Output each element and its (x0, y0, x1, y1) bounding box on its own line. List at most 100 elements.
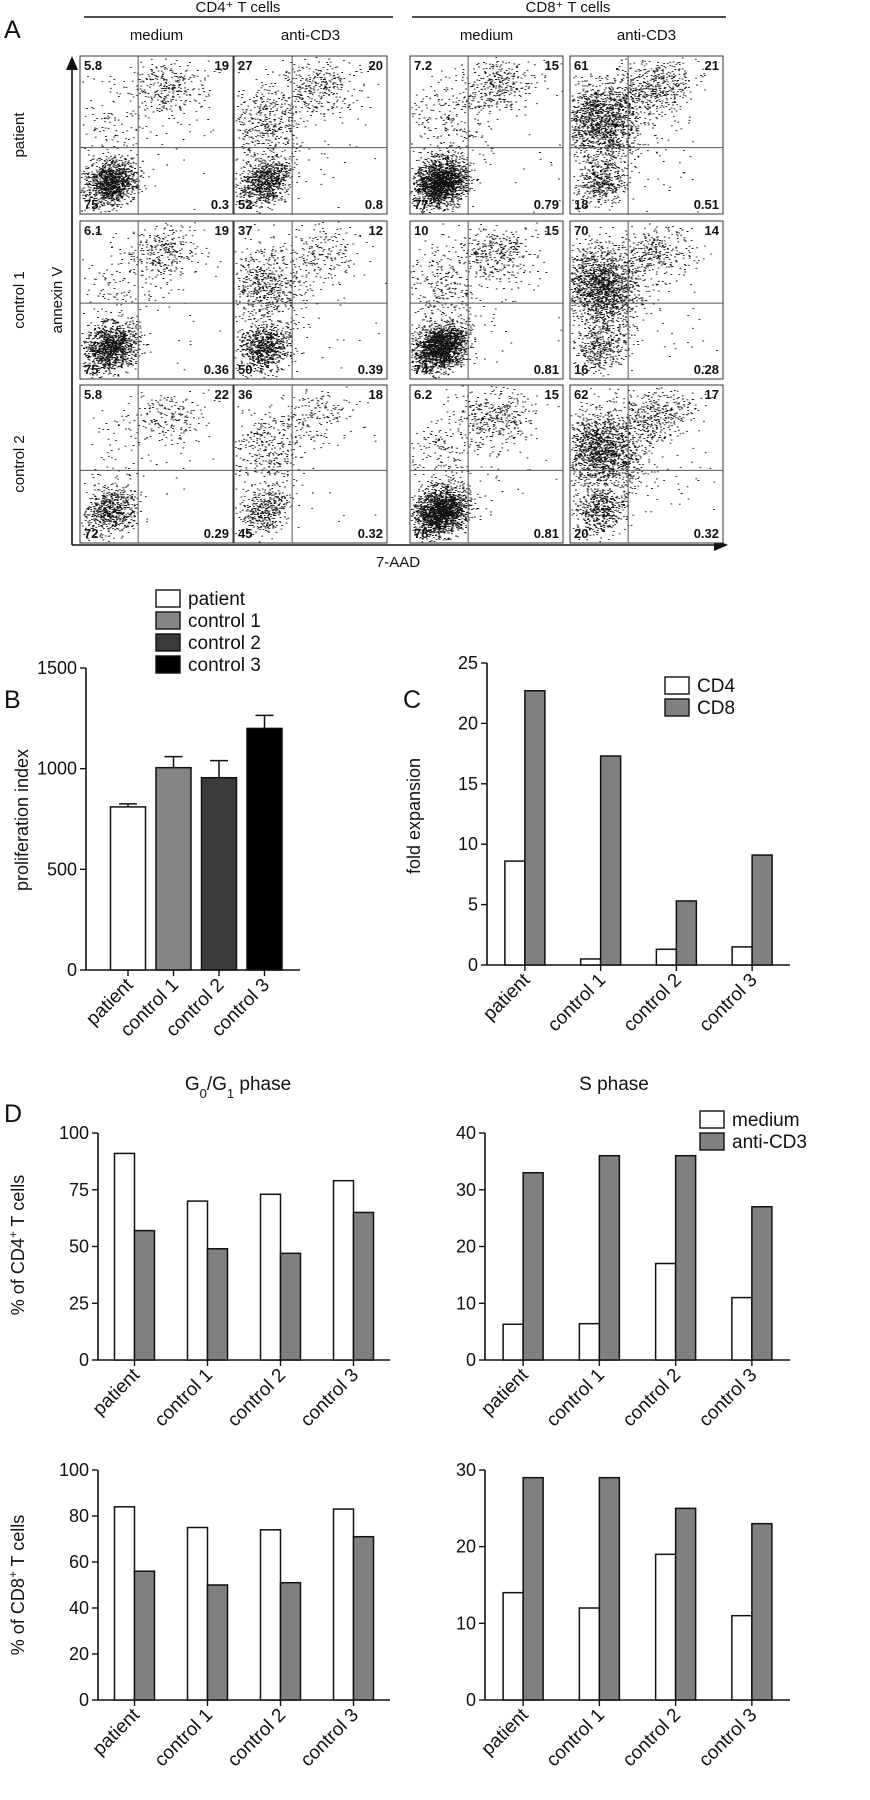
row-header: control 1 (11, 271, 28, 329)
y-tick-label: 20 (456, 1237, 476, 1257)
y-tick-label: 30 (456, 1180, 476, 1200)
bar-cd4 (579, 958, 602, 966)
y-tick-label: 1000 (37, 759, 77, 779)
column-header: medium (460, 27, 513, 44)
flow-plot: 5.8 22 72 0.29 (79, 384, 234, 544)
bar-anti-cd3 (598, 1476, 621, 1701)
y-axis-label-cd4: % of CD4+ T cells (6, 1175, 28, 1315)
quadrant-value-upper-left: 70 (574, 223, 588, 238)
flow-plot: 61 21 18 0.51 (569, 55, 724, 215)
quadrant-value-lower-left: 20 (574, 526, 588, 541)
bar-medium (731, 1614, 753, 1701)
bar-anti-cd3 (279, 1581, 302, 1701)
y-axis-label: proliferation index (12, 749, 32, 891)
legend-swatch (699, 1110, 725, 1129)
bar-medium (578, 1322, 601, 1361)
category-label: control 3 (695, 1365, 761, 1431)
bar-medium (502, 1323, 524, 1361)
category-label: control 2 (620, 970, 686, 1036)
category-label: control 1 (543, 1365, 609, 1431)
quadrant-value-lower-right: 0.3 (211, 197, 229, 212)
legend-swatch (699, 1132, 725, 1151)
category-label: control 1 (544, 970, 610, 1036)
flow-plot: 5.8 19 75 0.3 (79, 55, 234, 215)
flow-events (410, 222, 563, 379)
category-label: control 3 (695, 1705, 761, 1771)
flow-plot: 6.2 15 78 0.81 (409, 384, 564, 544)
flow-plot-frame (233, 220, 388, 380)
bar-anti-cd3 (522, 1171, 544, 1361)
y-tick-label: 1500 (37, 658, 77, 678)
y-tick-label: 0 (466, 1350, 476, 1370)
quadrant-value-lower-left: 72 (84, 526, 98, 541)
bar-anti-cd3 (133, 1570, 156, 1701)
bar-anti-cd3 (352, 1211, 375, 1361)
quadrant-value-upper-right: 20 (369, 58, 383, 73)
flow-events (570, 223, 719, 377)
column-header: anti-CD3 (281, 27, 340, 44)
category-label: control 1 (543, 1705, 609, 1771)
category-label: patient (89, 1364, 145, 1420)
quadrant-value-lower-left: 75 (84, 197, 98, 212)
category-label: control 1 (151, 1365, 217, 1431)
bar-medium (578, 1607, 601, 1701)
quadrant-value-upper-right: 12 (369, 223, 383, 238)
flow-plot: 6.1 19 75 0.36 (79, 220, 234, 380)
bar-control-3 (246, 727, 283, 971)
y-tick-label: 10 (456, 1293, 476, 1313)
quadrant-value-lower-right: 0.39 (358, 362, 383, 377)
flow-plot: 36 18 45 0.32 (233, 384, 388, 544)
y-tick-label: 100 (59, 1460, 89, 1480)
legend-swatch (155, 611, 181, 630)
y-tick-label: 20 (69, 1644, 89, 1664)
bar-medium (186, 1200, 209, 1361)
flow-events (234, 57, 380, 214)
y-tick-label: 25 (458, 653, 478, 673)
category-label: control 1 (151, 1705, 217, 1771)
quadrant-value-lower-right: 0.32 (358, 526, 383, 541)
category-label: control 2 (619, 1705, 685, 1771)
flow-plot: 27 20 52 0.8 (233, 55, 388, 215)
flow-events (570, 387, 716, 543)
bar-patient (109, 806, 147, 971)
chart-title-s-phase: S phase (579, 1074, 649, 1095)
bar-anti-cd3 (751, 1206, 773, 1361)
quadrant-value-lower-left: 77 (414, 197, 428, 212)
y-tick-label: 20 (458, 713, 478, 733)
bar-control-1 (155, 766, 192, 971)
quadrant-value-lower-right: 0.79 (534, 197, 559, 212)
bar-anti-cd3 (598, 1154, 621, 1361)
bar-medium (502, 1591, 524, 1701)
category-label: patient (479, 969, 535, 1025)
category-label: control 2 (619, 1365, 685, 1431)
bar-medium (332, 1179, 355, 1361)
quadrant-value-lower-right: 0.81 (534, 526, 559, 541)
y-tick-label: 0 (466, 1690, 476, 1710)
quadrant-value-upper-left: 37 (238, 223, 252, 238)
category-label: patient (89, 1704, 145, 1760)
bar-cd4 (731, 946, 753, 966)
flow-events (410, 57, 564, 214)
bar-medium (113, 1152, 136, 1361)
bar-cd4 (504, 860, 526, 966)
quadrant-value-upper-right: 22 (215, 387, 229, 402)
bar-cd8 (675, 900, 698, 966)
quadrant-value-upper-right: 17 (705, 387, 719, 402)
flow-plot: 10 15 74 0.81 (409, 220, 564, 380)
y-tick-label: 40 (69, 1598, 89, 1618)
quadrant-value-upper-right: 21 (705, 58, 719, 73)
flow-plot: 62 17 20 0.32 (569, 384, 724, 544)
category-label: patient (477, 1364, 533, 1420)
y-tick-label: 0 (468, 955, 478, 975)
bar-cd8 (599, 755, 622, 966)
flow-plot-frame (233, 384, 388, 544)
y-axis-label: annexin V (49, 267, 66, 334)
quadrant-value-lower-right: 0.32 (694, 526, 719, 541)
flow-events (80, 58, 223, 213)
y-tick-label: 20 (456, 1537, 476, 1557)
y-tick-label: 75 (69, 1180, 89, 1200)
panel-c-fold-expansion-chart: 0 5 10 15 20 25 patient control 1 control 2 contr… (404, 653, 790, 1036)
quadrant-value-upper-right: 15 (545, 387, 559, 402)
column-header: medium (130, 27, 183, 44)
